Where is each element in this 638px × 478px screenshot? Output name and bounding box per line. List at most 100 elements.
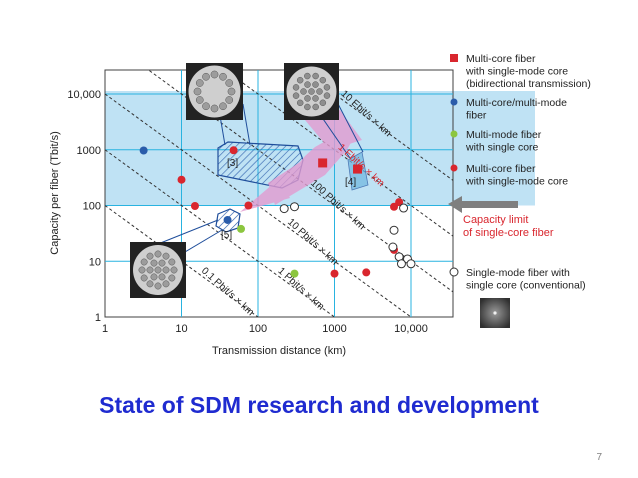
y-axis-label: Capacity per fiber (Tbit/s) [49, 131, 61, 254]
data-point [177, 175, 186, 184]
fiber-core [323, 92, 331, 99]
fiber-core [296, 99, 304, 107]
fiber-core [146, 252, 154, 260]
legend-marker [450, 164, 458, 172]
fiber-core [202, 72, 210, 81]
data-point [244, 201, 253, 210]
axis-ticks: 1 10 100 1000 10,000 1 10 100 1000 10,000 [67, 89, 427, 335]
fiber-core [304, 95, 311, 102]
legend-label: Multi-core fiber [466, 163, 536, 175]
capacity-limit-label-line2: of single-core fiber [463, 227, 554, 239]
data-point-open [279, 204, 289, 214]
fiber-core [195, 96, 204, 104]
fiber-image-7core [186, 63, 243, 120]
fiber-core [312, 81, 319, 88]
y-tick-label: 1 [95, 312, 101, 324]
fiber-core [210, 104, 219, 113]
y-tick-label: 10 [89, 256, 101, 268]
iso-line-label: 0.1 Pbit/s × km [199, 266, 256, 319]
fiber-core [168, 258, 176, 266]
leader-line [157, 219, 219, 245]
fiber-core [195, 79, 204, 87]
fiber-core [219, 102, 227, 111]
data-point [190, 201, 199, 210]
x-tick-label: 1 [102, 323, 108, 335]
fiber-core [292, 84, 300, 91]
fiber-core [312, 72, 319, 80]
data-point [390, 202, 399, 211]
fiber-core [323, 84, 331, 91]
fiber-core [316, 88, 323, 95]
data-point-open [399, 203, 409, 213]
data-point [290, 269, 299, 278]
data-point [362, 268, 371, 277]
fiber-core [154, 250, 162, 258]
legend-label: (bidirectional transmission) [466, 78, 591, 90]
fiber-image-conventional [480, 298, 510, 328]
plot-frame [104, 69, 454, 318]
x-tick-label: 10,000 [394, 323, 428, 335]
y-tick-label: 100 [83, 201, 101, 213]
fiber-core [162, 280, 170, 288]
capacity-limit-annotation: Capacity limit of single-core fiber [448, 196, 554, 239]
fiber-core [292, 92, 300, 99]
fiber-core [150, 273, 158, 281]
pink-arrow-head [240, 178, 290, 212]
y-tick-label: 10,000 [67, 89, 101, 101]
data-point [237, 224, 246, 233]
fiber-core [158, 273, 166, 281]
fiber-core [219, 72, 227, 81]
fiber-core [140, 258, 148, 266]
fiber-core [170, 266, 178, 274]
fiber-core [146, 280, 154, 288]
fiber-core [140, 274, 148, 282]
capacity-limit-label-line1: Capacity limit [463, 214, 528, 226]
iso-line-label: 1 Pbit/s × km [276, 266, 327, 313]
data-point-square [353, 164, 363, 174]
region-3-label: [3] [227, 158, 238, 169]
region-5-label: [5] [221, 230, 232, 241]
iso-line [105, 149, 336, 317]
leader-line [242, 103, 251, 146]
fiber-core [312, 95, 319, 102]
fiber-core [162, 252, 170, 260]
fiber-core [150, 259, 158, 267]
fiber-image-19core [284, 63, 339, 120]
fiber-image-multimode [130, 242, 186, 298]
fiber-core [300, 88, 307, 95]
fiber-core [158, 259, 166, 267]
data-point-open [406, 259, 416, 269]
fiber-core [193, 87, 202, 96]
legend-label: with single core [465, 142, 539, 154]
x-axis-label: Transmission distance (km) [212, 345, 346, 357]
slide-title: State of SDM research and development [99, 392, 539, 418]
leader-line [335, 99, 364, 153]
fiber-core [308, 88, 315, 95]
data-point [330, 269, 339, 278]
fiber-core [154, 266, 162, 274]
fiber-core [319, 76, 327, 84]
fiber-core [296, 76, 304, 84]
legend-label: fiber [466, 110, 487, 122]
fiber-core [162, 266, 170, 274]
fiber-core [304, 81, 311, 88]
data-points [139, 146, 416, 278]
legend-label: with single-mode core [465, 66, 568, 78]
capacity-limit-arrow [448, 196, 518, 213]
legend-label: Multi-mode fiber [466, 129, 542, 141]
iso-line [147, 70, 453, 293]
data-point [395, 198, 404, 207]
data-point-open [289, 202, 299, 212]
fiber-core [225, 79, 234, 87]
x-tick-label: 100 [249, 323, 267, 335]
data-point [223, 215, 232, 224]
iso-line [105, 93, 412, 317]
legend: Multi-core fiber with single-mode core(bi… [449, 53, 591, 292]
legend-marker-open [449, 267, 459, 277]
fiber-core [202, 102, 210, 111]
data-point-open [388, 242, 398, 252]
region-4-label: [4] [345, 177, 356, 188]
fiber-core [225, 96, 234, 104]
fiber-core [304, 72, 311, 80]
